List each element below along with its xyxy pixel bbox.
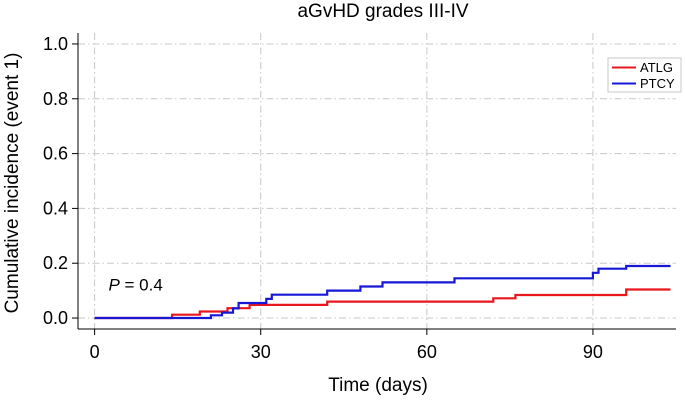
chart-title: aGvHD grades III-IV: [297, 1, 468, 22]
legend-label-atlg: ATLG: [640, 60, 673, 75]
x-axis-label: Time (days): [328, 375, 428, 396]
series-lines: [94, 264, 671, 320]
y-tick-label-3: 0.6: [43, 144, 68, 164]
x-tick-label-0: 0: [90, 342, 100, 362]
grid-lines: [78, 33, 676, 329]
y-tick-label-2: 0.4: [43, 198, 68, 218]
axes: [77, 33, 676, 330]
x-tick-label-3: 90: [583, 342, 603, 362]
p-value-annotation: P = 0.4: [108, 276, 162, 295]
legend-label-ptcy: PTCY: [640, 76, 675, 91]
y-tick-label-1: 0.2: [43, 253, 68, 273]
y-tick-label-5: 1.0: [43, 34, 68, 54]
x-tick-label-2: 60: [417, 342, 437, 362]
legend-box: [607, 57, 682, 93]
y-tick-label-0: 0.0: [43, 308, 68, 328]
p-value-text: = 0.4: [120, 276, 163, 295]
p-value-symbol: P: [108, 276, 120, 295]
tick-marks-and-labels: 0.0 0.2 0.4 0.6 0.8 1.0 0 30 60 90: [43, 34, 603, 362]
series-line-ptcy: [94, 264, 671, 320]
legend: ATLG PTCY: [607, 57, 682, 93]
x-tick-label-1: 30: [251, 342, 271, 362]
y-tick-label-4: 0.8: [43, 89, 68, 109]
y-axis-label: Cumulative incidence (event 1): [2, 53, 23, 314]
series-line-atlg: [94, 288, 671, 320]
